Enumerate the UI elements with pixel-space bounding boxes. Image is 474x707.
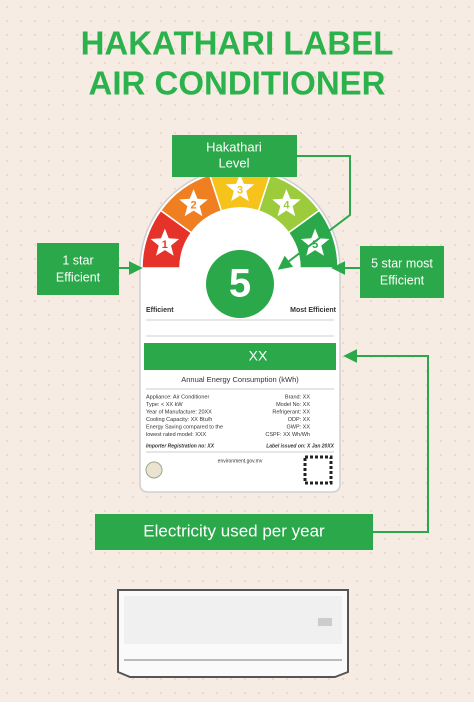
star-number: 1 [162, 239, 168, 251]
callout-box [37, 243, 119, 295]
callout-text: Level [218, 155, 249, 170]
title: HAKATHARI LABEL [81, 25, 394, 62]
ac-panel [124, 596, 342, 644]
spec: GWP: XX [286, 424, 310, 430]
callout-text: Electricity used per year [143, 521, 325, 540]
callout-box [360, 246, 444, 298]
spec: Type: < XX kW [146, 402, 183, 408]
spec: lowest rated model: XXX [146, 432, 207, 438]
star-number: 2 [191, 199, 197, 211]
page: HAKATHARI LABEL AIR CONDITIONER 1 2 3 4 5 5 … [0, 0, 474, 702]
spec: CSPF: XX Wh/Wh [265, 432, 310, 438]
importer: Importer Registration no: XX [146, 443, 215, 449]
consumption-value: XX [249, 348, 268, 364]
callout-text: Efficient [380, 273, 425, 287]
spec: ODP: XX [288, 417, 311, 423]
issued: Label issued on: X Jan 20XX [266, 443, 334, 449]
callout-text: 5 star most [371, 256, 433, 270]
emblem [146, 462, 162, 478]
ac-display [318, 618, 332, 626]
star-number: 3 [237, 184, 243, 196]
spec: Refrigerant: XX [272, 409, 310, 415]
title: AIR CONDITIONER [89, 65, 386, 102]
star-number: 4 [283, 199, 290, 211]
callout-text: 1 star [62, 253, 93, 267]
callout-text: Efficient [56, 270, 101, 284]
rating: 5 [229, 262, 251, 306]
consumption-bar [144, 343, 336, 370]
spec: Year of Manufacture: 20XX [146, 409, 212, 415]
caption: Most Efficient [290, 307, 337, 314]
consumption-caption: Annual Energy Consumption (kWh) [181, 375, 299, 384]
caption: Efficient [146, 307, 174, 314]
callout-text: Hakathari [206, 139, 262, 154]
spec: Appliance: Air Conditioner [146, 394, 209, 400]
infographic: HAKATHARI LABEL AIR CONDITIONER 1 2 3 4 5 5 … [0, 0, 474, 702]
spec: Cooling Capacity: XX Btu/h [146, 417, 212, 423]
air-conditioner [118, 590, 348, 677]
spec: Model No: XX [276, 402, 310, 408]
qr-code [305, 457, 331, 483]
spec: Brand: XX [285, 394, 310, 400]
spec: Energy Saving compared to the [146, 424, 223, 430]
website: environment.gov.mv [218, 458, 263, 464]
